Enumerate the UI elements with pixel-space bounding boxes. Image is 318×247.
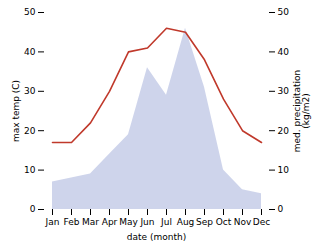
svg-text:30: 30	[24, 86, 36, 96]
svg-text:Oct: Oct	[216, 217, 232, 227]
svg-text:Feb: Feb	[64, 217, 80, 227]
svg-text:Sep: Sep	[196, 217, 213, 227]
svg-text:Aug: Aug	[177, 217, 195, 227]
svg-text:10: 10	[24, 165, 36, 175]
svg-text:Apr: Apr	[102, 217, 118, 227]
svg-text:Mar: Mar	[82, 217, 99, 227]
svg-text:med. precipitation(kg/m2): med. precipitation(kg/m2)	[292, 70, 311, 152]
svg-text:date (month): date (month)	[127, 232, 186, 242]
svg-text:40: 40	[24, 47, 36, 57]
svg-text:max temp (C): max temp (C)	[11, 80, 21, 142]
svg-text:Dec: Dec	[253, 217, 270, 227]
svg-text:30: 30	[278, 86, 290, 96]
svg-text:May: May	[119, 217, 138, 227]
svg-text:Jan: Jan	[45, 217, 60, 227]
svg-text:20: 20	[24, 126, 36, 136]
svg-text:Jun: Jun	[139, 217, 154, 227]
svg-text:Nov: Nov	[234, 217, 252, 227]
svg-text:50: 50	[24, 7, 36, 17]
svg-text:20: 20	[278, 126, 290, 136]
svg-text:Jul: Jul	[160, 217, 172, 227]
svg-text:10: 10	[278, 165, 290, 175]
svg-text:0: 0	[278, 204, 284, 214]
svg-text:50: 50	[278, 7, 290, 17]
svg-text:0: 0	[30, 204, 36, 214]
svg-text:40: 40	[278, 47, 290, 57]
